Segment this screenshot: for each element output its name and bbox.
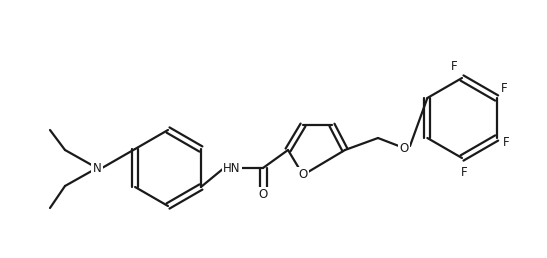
Text: F: F	[461, 165, 467, 179]
Text: F: F	[502, 82, 508, 94]
Text: N: N	[92, 162, 101, 174]
Text: O: O	[258, 189, 267, 201]
Text: F: F	[503, 136, 510, 149]
Text: HN: HN	[223, 162, 241, 174]
Text: O: O	[298, 168, 307, 181]
Text: O: O	[399, 141, 409, 155]
Text: F: F	[451, 60, 457, 72]
